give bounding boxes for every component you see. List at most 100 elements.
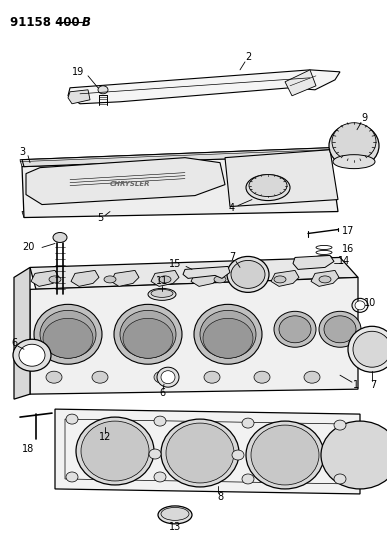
Ellipse shape (274, 276, 286, 283)
Ellipse shape (161, 419, 239, 487)
Polygon shape (14, 268, 30, 399)
Polygon shape (26, 158, 225, 205)
Ellipse shape (324, 316, 356, 343)
Ellipse shape (81, 421, 149, 481)
Polygon shape (111, 270, 139, 286)
Ellipse shape (200, 310, 256, 358)
Text: B: B (82, 16, 91, 29)
Polygon shape (285, 70, 316, 96)
Ellipse shape (353, 332, 387, 367)
Ellipse shape (334, 420, 346, 430)
Text: 14: 14 (338, 256, 350, 266)
Text: 16: 16 (342, 245, 354, 254)
Ellipse shape (92, 371, 108, 383)
Polygon shape (31, 270, 59, 286)
Ellipse shape (76, 417, 154, 485)
Polygon shape (30, 257, 358, 289)
Ellipse shape (49, 276, 61, 283)
Ellipse shape (348, 326, 387, 372)
Text: 5: 5 (97, 213, 103, 223)
Text: 19: 19 (72, 67, 84, 77)
Ellipse shape (246, 175, 290, 200)
Polygon shape (151, 270, 179, 286)
Ellipse shape (114, 304, 182, 364)
Text: 7: 7 (370, 380, 376, 390)
Text: 17: 17 (342, 227, 354, 237)
Ellipse shape (19, 344, 45, 366)
Ellipse shape (227, 256, 269, 293)
Ellipse shape (149, 449, 161, 459)
Ellipse shape (242, 474, 254, 484)
Text: 3: 3 (19, 147, 25, 157)
Ellipse shape (231, 261, 265, 288)
Ellipse shape (158, 506, 192, 524)
Text: 18: 18 (22, 444, 34, 454)
Ellipse shape (95, 413, 115, 423)
Polygon shape (191, 270, 219, 286)
Text: 7: 7 (229, 253, 235, 262)
Ellipse shape (13, 340, 51, 371)
Polygon shape (22, 155, 338, 217)
Ellipse shape (159, 276, 171, 283)
Text: 6: 6 (159, 388, 165, 398)
Polygon shape (20, 148, 338, 167)
Ellipse shape (43, 318, 93, 358)
Ellipse shape (321, 421, 387, 489)
Polygon shape (68, 90, 90, 104)
Ellipse shape (92, 412, 118, 426)
Ellipse shape (279, 316, 311, 343)
Ellipse shape (332, 123, 376, 160)
Polygon shape (293, 255, 334, 269)
Ellipse shape (242, 418, 254, 428)
Ellipse shape (246, 421, 324, 489)
Text: 15: 15 (169, 260, 181, 269)
Polygon shape (183, 266, 230, 278)
Ellipse shape (157, 367, 179, 387)
Polygon shape (311, 270, 339, 286)
Ellipse shape (251, 425, 319, 485)
Polygon shape (225, 150, 338, 207)
Polygon shape (271, 270, 299, 286)
Ellipse shape (120, 310, 176, 358)
Ellipse shape (333, 155, 375, 168)
Ellipse shape (203, 318, 253, 358)
Text: 20: 20 (22, 243, 34, 253)
Text: 4: 4 (229, 203, 235, 213)
Ellipse shape (154, 371, 170, 383)
Text: 11: 11 (156, 277, 168, 286)
Ellipse shape (34, 304, 102, 364)
Ellipse shape (154, 416, 166, 426)
Ellipse shape (166, 423, 234, 483)
Polygon shape (71, 270, 99, 286)
Ellipse shape (194, 304, 262, 364)
Text: 8: 8 (217, 492, 223, 502)
Ellipse shape (53, 232, 67, 243)
Polygon shape (55, 409, 360, 494)
Ellipse shape (334, 474, 346, 484)
Polygon shape (22, 148, 338, 167)
Ellipse shape (254, 371, 270, 383)
Ellipse shape (151, 289, 173, 297)
Ellipse shape (329, 124, 379, 168)
Ellipse shape (148, 288, 176, 301)
Text: 12: 12 (99, 432, 111, 442)
Ellipse shape (319, 276, 331, 283)
Ellipse shape (249, 175, 287, 197)
Ellipse shape (66, 414, 78, 424)
Text: CHRYSLER: CHRYSLER (110, 181, 150, 187)
Ellipse shape (355, 301, 365, 310)
Ellipse shape (46, 371, 62, 383)
Text: 9: 9 (361, 113, 367, 123)
Polygon shape (231, 270, 259, 286)
Polygon shape (22, 199, 325, 217)
Polygon shape (68, 70, 340, 104)
Polygon shape (30, 277, 358, 394)
Ellipse shape (161, 507, 189, 520)
Text: 6: 6 (11, 338, 17, 348)
Ellipse shape (66, 472, 78, 482)
Ellipse shape (274, 311, 316, 347)
Ellipse shape (161, 370, 175, 384)
Text: 91158 400: 91158 400 (10, 16, 84, 29)
Text: 13: 13 (169, 522, 181, 532)
Ellipse shape (232, 450, 244, 460)
